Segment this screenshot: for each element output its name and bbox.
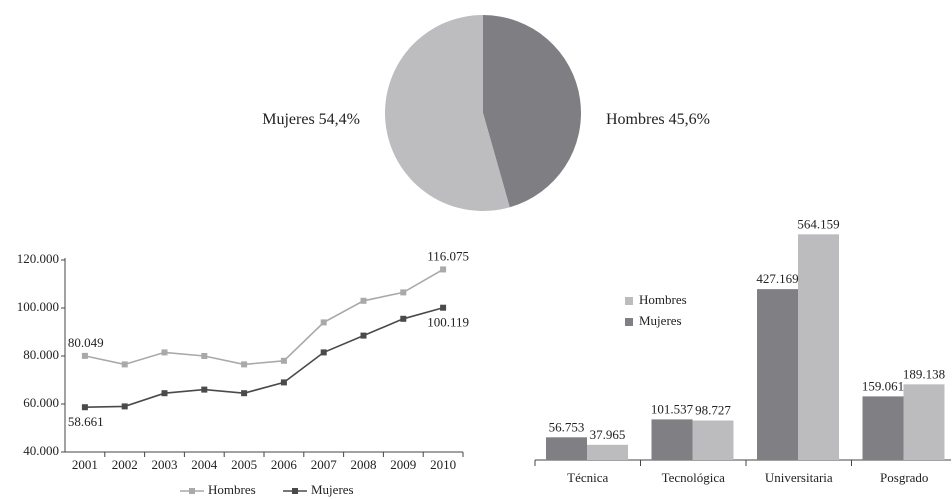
x-tick-label: 2004 [191, 457, 218, 472]
point [440, 304, 447, 311]
point [121, 403, 128, 410]
data-label: 564.159 [797, 216, 839, 231]
x-tick-label: 2002 [112, 457, 138, 472]
x-tick-label: 2003 [152, 457, 178, 472]
legend-marker [292, 488, 298, 494]
y-tick-label: 60.000 [23, 395, 59, 410]
data-label: 98.727 [695, 402, 731, 417]
data-label: 100.119 [427, 315, 469, 330]
series-line [84, 306, 444, 409]
point [320, 319, 327, 326]
data-label: 56.753 [549, 419, 585, 434]
data-label: 189.138 [903, 366, 945, 381]
point [81, 404, 88, 411]
bar [798, 234, 839, 460]
y-tick-label: 40.000 [23, 443, 59, 458]
data-label: 101.537 [651, 401, 694, 416]
legend-marker [189, 488, 195, 494]
bar [546, 437, 587, 460]
y-tick-label: 80.000 [23, 347, 59, 362]
slice-name: Mujeres [262, 111, 314, 128]
bar [862, 396, 904, 460]
x-tick-label: 2008 [351, 457, 377, 472]
slice-label: Mujeres 54,4% [262, 111, 360, 128]
legend-swatch [625, 297, 633, 305]
bar [651, 419, 693, 460]
point [280, 379, 287, 386]
slice-label: Hombres 45,6% [606, 111, 710, 128]
pie-slice [483, 15, 582, 208]
point [161, 390, 168, 397]
x-tick-label: Tecnológica [662, 470, 726, 485]
x-tick-label: 2006 [271, 457, 298, 472]
slice-name: Hombres [606, 111, 665, 128]
legend-swatch [625, 318, 633, 326]
x-tick-label: Posgrado [880, 470, 928, 485]
point [360, 332, 367, 339]
x-tick-label: 2005 [231, 457, 257, 472]
x-tick-label: 2010 [430, 457, 456, 472]
point [201, 353, 208, 359]
legend-label: Mujeres [311, 482, 354, 497]
data-label: 427.169 [756, 271, 798, 286]
data-label: 159.061 [862, 378, 904, 393]
point [81, 352, 88, 359]
point [360, 297, 367, 304]
point [400, 315, 407, 322]
legend-label: Mujeres [639, 313, 682, 328]
point [280, 357, 287, 364]
series-line [84, 268, 444, 366]
y-tick-label: 100.000 [17, 299, 59, 314]
data-label: 58.661 [68, 414, 104, 429]
pie-slice [385, 15, 510, 211]
point [320, 349, 327, 356]
x-tick-label: 2001 [72, 457, 98, 472]
x-tick-label: Universitaria [765, 470, 833, 485]
slice-value: 45,6% [669, 111, 710, 128]
point [241, 390, 248, 397]
y-tick-label: 120.000 [17, 251, 59, 266]
bar [692, 420, 734, 460]
point [161, 349, 168, 356]
point [201, 386, 208, 393]
bar [587, 444, 628, 460]
point [400, 289, 407, 296]
x-tick-label: Técnica [567, 470, 608, 485]
point [121, 361, 128, 368]
bar [757, 289, 798, 460]
point [440, 266, 447, 273]
legend-label: Hombres [639, 292, 687, 307]
legend-label: Hombres [208, 482, 256, 497]
data-label: 37.965 [590, 427, 626, 442]
slice-value: 54,4% [319, 111, 360, 128]
point [241, 361, 248, 368]
bar [903, 384, 945, 460]
data-label: 80.049 [68, 335, 104, 350]
x-tick-label: 2007 [311, 457, 338, 472]
x-tick-label: 2009 [390, 457, 416, 472]
data-label: 116.075 [427, 248, 469, 263]
